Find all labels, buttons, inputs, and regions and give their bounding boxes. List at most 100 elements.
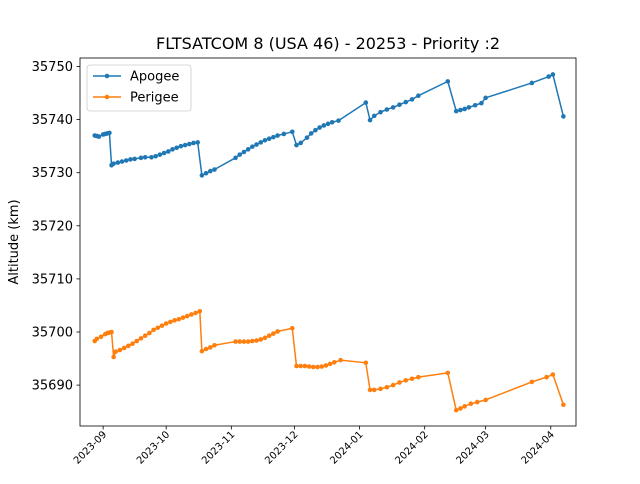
perigee-point-58 [371,387,377,393]
y-tick-label: 35750 [32,60,73,75]
perigee-point-46 [298,363,303,369]
apogee-point-48 [308,131,314,136]
apogee-point-34 [241,149,247,155]
apogee-point-47 [304,135,310,140]
apogee-point-23 [178,143,184,149]
perigee-point-52 [323,363,329,368]
perigee-point-20 [163,321,169,326]
apogee-point-76 [561,114,566,119]
apogee-point-59 [384,107,390,112]
perigee-point-69 [462,404,467,409]
perigee-point-23 [176,316,182,322]
perigee-point-75 [550,372,556,377]
apogee-point-22 [174,145,179,151]
apogee-point-44 [289,129,295,135]
apogee-point-57 [371,113,377,119]
perigee-point-50 [315,364,320,370]
perigee-point-22 [172,318,177,323]
perigee-point-29 [199,348,205,354]
perigee-point-11 [126,343,131,349]
apogee-point-20 [165,149,171,154]
apogee-point-12 [128,157,133,162]
apogee-point-74 [546,74,551,79]
apogee-point-64 [416,93,421,98]
y-axis-label: Altitude (km) [7,199,22,284]
y-tick-label: 35710 [32,272,73,287]
apogee-point-16 [149,155,154,160]
perigee-point-26 [189,312,194,317]
perigee-point-31 [208,345,213,350]
perigee-point-53 [327,361,333,367]
perigee-point-43 [275,329,280,334]
perigee-point-6 [109,329,114,335]
apogee-point-43 [281,131,287,137]
perigee-point-72 [483,397,488,403]
apogee-point-52 [325,121,331,127]
apogee-point-72 [483,95,488,101]
apogee-point-51 [321,123,327,128]
apogee-point-19 [161,150,167,156]
perigee-point-61 [390,382,396,388]
apogee-point-18 [157,152,163,157]
apogee-point-17 [153,153,158,159]
perigee-point-19 [159,323,165,328]
perigee-point-65 [416,374,421,380]
perigee-point-73 [529,379,535,385]
apogee-point-53 [329,119,335,125]
perigee-point-36 [245,339,251,344]
apogee-point-65 [445,79,451,84]
apogee-point-42 [275,133,280,138]
perigee-point-38 [254,338,259,343]
y-tick-label: 35730 [32,166,73,181]
apogee-point-46 [298,140,303,146]
apogee-point-31 [212,167,217,172]
apogee-point-71 [479,100,484,106]
perigee-point-55 [338,357,343,363]
apogee-point-63 [409,97,415,102]
perigee-point-10 [121,345,127,351]
perigee-point-9 [117,347,123,353]
apogee-point-9 [115,160,121,165]
perigee-point-64 [409,376,415,382]
apogee-point-24 [182,142,188,148]
perigee-point-24 [180,315,186,320]
axes-frame [79,57,577,427]
apogee-point-13 [132,156,137,162]
apogee-point-68 [462,106,467,112]
perigee-point-25 [184,313,190,319]
apogee-point-14 [138,155,144,161]
perigee-point-37 [250,338,255,344]
perigee-point-28 [197,309,203,314]
perigee-point-68 [458,406,463,411]
perigee-point-14 [138,336,144,341]
apogee-point-58 [378,109,383,115]
perigee-point-67 [453,407,459,413]
legend: Apogee Perigee [86,64,192,112]
perigee-point-51 [319,364,324,369]
perigee-point-1 [94,336,100,342]
y-tick-label: 35720 [32,219,73,234]
y-tick-label: 35700 [32,326,73,341]
apogee-point-25 [186,141,192,147]
legend-label-apogee: Apogee [130,70,179,85]
apogee-point-27 [195,140,200,145]
perigee-point-56 [363,360,369,366]
perigee-point-57 [367,387,373,393]
apogee-point-38 [258,140,264,145]
perigee-point-35 [241,339,247,344]
perigee-point-39 [258,337,264,342]
perigee-point-12 [130,341,135,346]
perigee-point-44 [289,325,295,331]
perigee-point-41 [266,333,272,339]
perigee-point-66 [445,370,451,376]
apogee-point-35 [245,147,251,152]
plot-marks [92,72,566,413]
perigee-point-32 [212,342,217,348]
perigee-point-2 [98,334,104,340]
apogee-point-69 [466,105,472,110]
apogee-point-56 [367,117,373,123]
perigee-point-34 [237,339,243,344]
legend-label-perigee: Perigee [130,91,179,106]
perigee-point-63 [403,378,409,383]
